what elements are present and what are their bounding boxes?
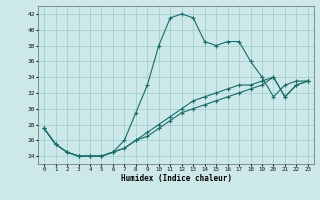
X-axis label: Humidex (Indice chaleur): Humidex (Indice chaleur): [121, 174, 231, 183]
